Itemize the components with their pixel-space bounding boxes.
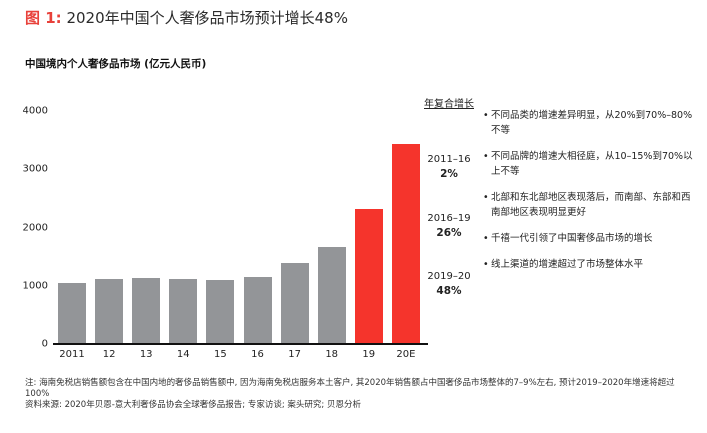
cagr-rate: 2% <box>440 168 458 180</box>
bar-15 <box>206 279 235 344</box>
cagr-period: 2016–19 <box>427 213 471 224</box>
cagr-header: 年复合增长 <box>424 99 474 110</box>
annotation-item: 线上渠道的增速超过了市场整体水平 <box>483 257 698 272</box>
y-tick-label: 2000 <box>22 222 48 233</box>
x-tick-label: 13 <box>139 349 153 360</box>
figure-number: 图 1: <box>25 9 62 27</box>
x-tick-label: 17 <box>288 349 301 360</box>
footnote: 注: 海南免税店销售额包含在中国内地的奢侈品销售额中, 因为海南免税店服务本土客… <box>25 378 675 399</box>
cagr-item: 2011–16 2% <box>424 152 474 182</box>
x-tick-label: 19 <box>362 349 376 360</box>
cagr-period: 2019–20 <box>427 271 471 282</box>
x-tick-label: 15 <box>214 349 227 360</box>
figure-title: 图 1: 2020年中国个人奢侈品市场预计增长48% <box>25 8 348 28</box>
source-note: 资料来源: 2020年贝恩-意大利奢侈品协会全球奢侈品报告; 专家访谈; 案头研… <box>25 400 361 410</box>
bar-14 <box>169 278 198 344</box>
annotation-item: 不同品牌的增速大相径庭，从10–15%到70%以上不等 <box>483 149 698 179</box>
x-tick-label: 18 <box>325 349 339 360</box>
cagr-item: 2019–20 48% <box>424 269 474 299</box>
bar-2011 <box>58 282 86 344</box>
bar-18 <box>317 246 346 344</box>
x-tick-label: 20E <box>396 349 416 360</box>
x-tick-label: 2011 <box>59 349 85 360</box>
y-tick-label: 1000 <box>22 280 48 292</box>
annotation-item: 北部和东北部地区表现落后，而南部、东部和西南部地区表现明显更好 <box>483 190 698 220</box>
bar-17 <box>280 263 309 344</box>
y-tick-label: 0 <box>41 338 48 350</box>
cagr-rate: 26% <box>436 227 462 239</box>
annotation-item: 千禧一代引领了中国奢侈品市场的增长 <box>483 231 698 246</box>
bar-16 <box>243 277 272 344</box>
bar-20E <box>391 144 420 344</box>
cagr-rate: 48% <box>436 285 462 297</box>
x-axis-line <box>53 343 428 345</box>
y-tick-label: 4000 <box>22 105 48 117</box>
chart-subtitle: 中国境内个人奢侈品市场 (亿元人民币) <box>25 58 207 70</box>
annotation-item: 不同品类的增速差异明显，从20%到70%–80%不等 <box>483 108 698 138</box>
x-tick-label: 14 <box>176 349 190 360</box>
y-tick-label: 3000 <box>22 163 48 175</box>
x-tick-label: 12 <box>102 349 116 360</box>
figure-title-text: 2020年中国个人奢侈品市场预计增长48% <box>66 9 348 27</box>
annotation-list: 不同品类的增速差异明显，从20%到70%–80%不等 不同品牌的增速大相径庭，从… <box>483 108 698 283</box>
cagr-period: 2011–16 <box>427 154 471 165</box>
bar-12 <box>95 278 124 344</box>
footer: 注: 海南免税店销售额包含在中国内地的奢侈品销售额中, 因为海南免税店服务本土客… <box>25 378 695 411</box>
x-tick-label: 16 <box>251 349 264 360</box>
bar-13 <box>132 277 161 344</box>
cagr-item: 2016–19 26% <box>424 211 474 241</box>
bar-19 <box>354 208 383 344</box>
